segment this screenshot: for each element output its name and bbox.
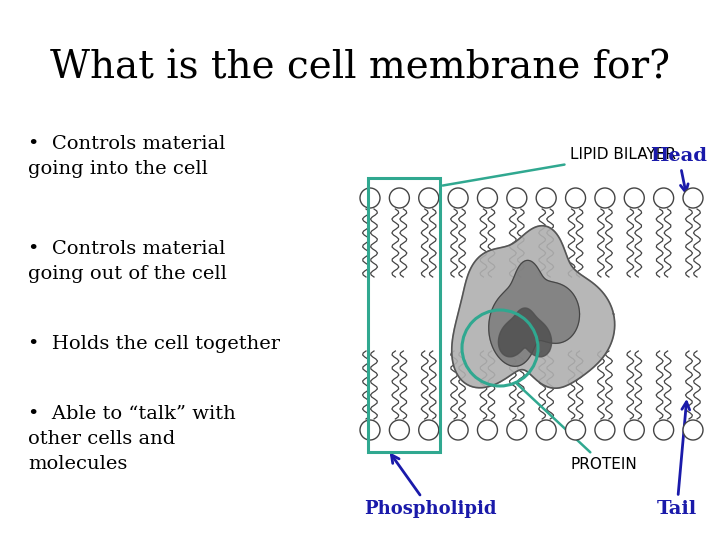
- Polygon shape: [451, 226, 615, 388]
- Circle shape: [565, 188, 585, 208]
- Text: LIPID BILAYER: LIPID BILAYER: [443, 147, 676, 186]
- Text: Head: Head: [650, 147, 707, 192]
- Circle shape: [507, 420, 527, 440]
- Circle shape: [419, 188, 438, 208]
- Circle shape: [536, 420, 556, 440]
- Circle shape: [477, 420, 498, 440]
- Circle shape: [360, 420, 380, 440]
- Polygon shape: [489, 260, 580, 366]
- Circle shape: [683, 188, 703, 208]
- Circle shape: [683, 420, 703, 440]
- Text: •  Controls material
going out of the cell: • Controls material going out of the cel…: [28, 240, 227, 283]
- Circle shape: [390, 420, 410, 440]
- Circle shape: [477, 188, 498, 208]
- Text: •  Able to “talk” with
other cells and
molecules: • Able to “talk” with other cells and mo…: [28, 405, 235, 473]
- Circle shape: [595, 420, 615, 440]
- Circle shape: [565, 420, 585, 440]
- Circle shape: [390, 188, 410, 208]
- Circle shape: [595, 188, 615, 208]
- Text: PROTEIN: PROTEIN: [517, 384, 636, 472]
- Circle shape: [419, 420, 438, 440]
- Circle shape: [448, 420, 468, 440]
- Circle shape: [448, 188, 468, 208]
- Circle shape: [624, 188, 644, 208]
- Text: •  Holds the cell together: • Holds the cell together: [28, 335, 280, 353]
- Text: Tail: Tail: [657, 402, 697, 518]
- Bar: [368, 178, 440, 452]
- Circle shape: [507, 188, 527, 208]
- Polygon shape: [498, 308, 552, 357]
- Circle shape: [624, 420, 644, 440]
- Circle shape: [654, 188, 674, 208]
- Text: •  Controls material
going into the cell: • Controls material going into the cell: [28, 135, 225, 178]
- Text: Phospholipid: Phospholipid: [364, 455, 496, 518]
- Circle shape: [654, 420, 674, 440]
- Text: What is the cell membrane for?: What is the cell membrane for?: [50, 50, 670, 86]
- Circle shape: [360, 188, 380, 208]
- Circle shape: [536, 188, 556, 208]
